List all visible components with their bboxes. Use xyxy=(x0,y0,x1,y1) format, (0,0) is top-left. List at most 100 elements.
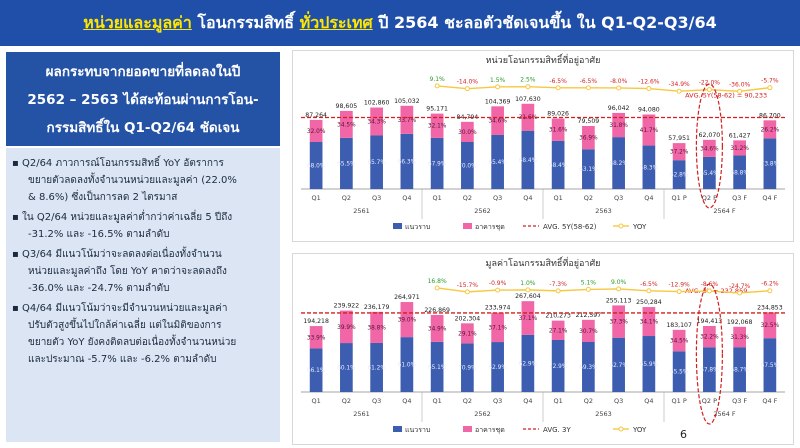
units-bar xyxy=(340,343,353,392)
units-bar xyxy=(763,338,777,392)
yoy-point xyxy=(585,286,591,292)
total-label: 86,700 xyxy=(759,112,781,119)
yoy-label: -24.7% xyxy=(729,283,751,290)
category-label: Q3 xyxy=(614,397,623,405)
yoy-label: -15.7% xyxy=(457,282,479,289)
units-pct-label: 70.0% xyxy=(458,163,477,169)
units-bar xyxy=(309,348,323,392)
units-pct-label: 69.3% xyxy=(579,365,598,371)
category-label: Q3 xyxy=(493,397,502,405)
value-pct-label: 34.1% xyxy=(640,320,659,326)
total-label: 87,264 xyxy=(305,112,327,119)
highlight-ellipse xyxy=(695,283,723,425)
value-pct-label: 30.0% xyxy=(458,130,477,136)
value-pct-label: 38.8% xyxy=(367,325,386,331)
units-bar xyxy=(642,145,656,189)
chart-title: มูลค่าโอนกรรมสิทธิ์ที่อยู่อาศัย xyxy=(486,256,601,269)
value-bar xyxy=(430,314,444,342)
units-pct-label: 68.0% xyxy=(307,164,326,170)
value-bar xyxy=(733,140,746,156)
units-pct-label: 68.8% xyxy=(730,170,749,176)
yoy-label: 2.5% xyxy=(520,77,536,84)
title-transfer: โอนกรรมสิทธิ์ xyxy=(191,13,300,32)
units-pct-label: 66.1% xyxy=(307,368,326,374)
value-bar xyxy=(400,105,414,134)
total-label: 210,273 xyxy=(545,313,571,320)
total-label: 234,853 xyxy=(757,304,783,311)
units-bar xyxy=(521,334,535,392)
value-pct-label: 26.2% xyxy=(761,127,780,133)
value-pct-label: 37.2% xyxy=(670,150,689,156)
value-pct-label: 30.7% xyxy=(579,329,598,335)
bullet-text: & 8.6%) ซึ่งเป็นการลด 2 ไตรมาส xyxy=(28,192,178,203)
yoy-point xyxy=(646,86,652,92)
category-label: Q2 xyxy=(342,194,351,202)
units-bar xyxy=(703,156,716,189)
yoy-label: -0.9% xyxy=(489,280,507,287)
value-pct-label: 41.7% xyxy=(640,128,659,134)
units-bar xyxy=(461,343,474,392)
total-label: 233,974 xyxy=(485,305,511,312)
yoy-point xyxy=(737,88,743,94)
units-bar xyxy=(612,337,625,392)
units-bar xyxy=(703,347,716,392)
value-bar xyxy=(521,301,535,335)
value-pct-label: 34.6% xyxy=(700,146,719,152)
units-pct-label: 62.9% xyxy=(519,361,538,367)
yoy-label: -8.0% xyxy=(610,78,628,85)
legend-swatch-yoy-marker xyxy=(618,426,624,432)
units-pct-label: 65.5% xyxy=(337,161,356,167)
chart-title: หน่วยโอนกรรมสิทธิ์ที่อยู่อาศัย xyxy=(486,53,601,66)
yoy-point xyxy=(676,88,682,94)
value-bar xyxy=(763,120,777,139)
slide-title: หน่วยและมูลค่า โอนกรรมสิทธิ์ ทั่วประเทศ … xyxy=(0,0,800,46)
units-bar xyxy=(582,149,595,189)
yoy-label: -34.9% xyxy=(669,81,691,88)
yoy-label: -6.5% xyxy=(549,78,567,85)
units-bar xyxy=(642,336,656,392)
total-label: 96,042 xyxy=(608,105,630,112)
units-bar xyxy=(672,351,686,392)
units-pct-label: 65.9% xyxy=(640,362,659,368)
year-label: 2562 xyxy=(474,207,491,215)
legend-label: แนวราบ xyxy=(405,426,430,434)
value-pct-label: 31.2% xyxy=(730,146,749,152)
value-pct-label: 36.9% xyxy=(579,136,598,142)
yoy-point xyxy=(616,85,622,91)
legend-label: อาคารชุด xyxy=(475,426,505,434)
value-pct-label: 34.9% xyxy=(428,326,447,332)
bullet-text: -36.0% และ -24.7% ตามลำดับ xyxy=(28,283,170,294)
total-label: 194,413 xyxy=(697,318,723,325)
units-bar xyxy=(309,142,323,189)
yoy-point xyxy=(495,287,501,293)
total-label: 105,032 xyxy=(394,98,420,105)
category-label: Q2 xyxy=(584,194,593,202)
value-pct-label: 39.9% xyxy=(337,325,356,331)
value-bar xyxy=(582,319,595,342)
value-pct-label: 37.1% xyxy=(488,325,507,331)
yoy-label: -12.9% xyxy=(669,282,691,289)
total-label: 194,218 xyxy=(303,318,329,325)
yoy-label: -6.5% xyxy=(640,281,658,288)
yoy-label: 1.0% xyxy=(520,280,536,287)
yoy-point xyxy=(434,285,440,291)
legend-swatch-value xyxy=(463,223,472,229)
category-label: Q4 xyxy=(402,397,411,405)
value-pct-label: 32.2% xyxy=(700,335,719,341)
year-label: 2562 xyxy=(474,410,491,418)
impact-summary-box: ผลกระทบจากยอดขายที่ลดลงในปี 2562 – 2563 … xyxy=(6,52,280,146)
value-pct-label: 34.6% xyxy=(488,119,507,125)
bullet-text: ▪ Q4/64 มีแนวโน้มว่าจะมีจำนวนหน่วยและมูล… xyxy=(12,303,228,314)
units-bar xyxy=(763,138,777,189)
value-pct-label: 32.5% xyxy=(761,323,780,329)
total-label: 255,113 xyxy=(606,297,632,304)
value-pct-label: 37.1% xyxy=(519,316,538,322)
category-label: Q1 xyxy=(311,397,320,405)
value-bar xyxy=(309,119,323,143)
yoy-label: 9.1% xyxy=(430,76,446,83)
units-pct-label: 65.4% xyxy=(700,171,719,177)
yoy-point xyxy=(464,289,470,295)
page-number: 6 xyxy=(680,428,687,441)
units-pct-label: 68.4% xyxy=(549,163,568,169)
title-highlight-units-value: หน่วยและมูลค่า xyxy=(83,13,192,32)
